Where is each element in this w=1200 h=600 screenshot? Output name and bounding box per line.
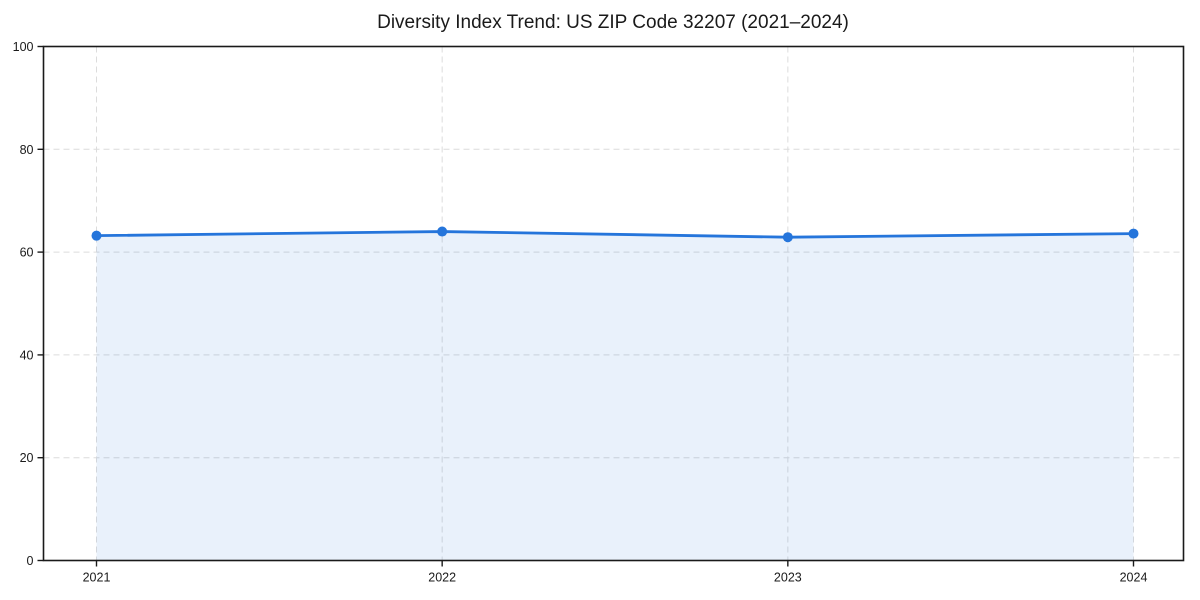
y-tick-label: 60 [20, 246, 34, 260]
y-tick-label: 100 [13, 40, 34, 54]
y-tick-label: 80 [20, 143, 34, 157]
area-fill [96, 231, 1134, 561]
x-tick-label: 2022 [428, 571, 456, 585]
x-tick-label: 2024 [1120, 571, 1148, 585]
data-point-marker-2023 [782, 232, 793, 243]
y-tick-label: 20 [20, 451, 34, 465]
data-point-marker-2022 [437, 226, 448, 237]
y-tick-label: 40 [20, 348, 34, 362]
x-tick-label: 2021 [83, 571, 111, 585]
y-tick-label: 0 [27, 554, 34, 568]
data-point-marker-2021 [91, 230, 102, 241]
data-point-marker-2024 [1128, 228, 1139, 239]
x-tick-label: 2023 [774, 571, 802, 585]
trend-line [95, 230, 1135, 239]
plot-border [42, 45, 1185, 562]
chart-title: Diversity Index Trend: US ZIP Code 32207… [377, 12, 849, 33]
